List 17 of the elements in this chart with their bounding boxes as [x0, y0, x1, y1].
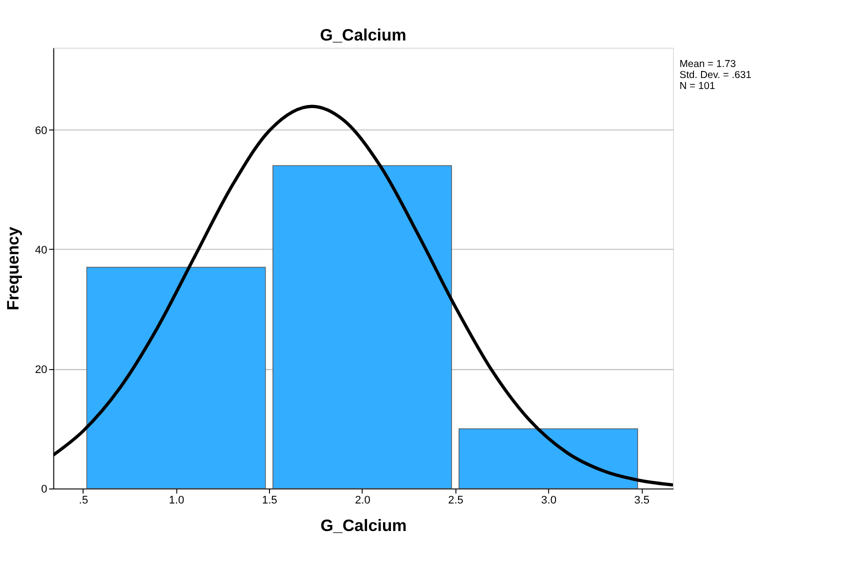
y-tick-label: 40: [35, 244, 48, 256]
x-tick-label: 2.0: [355, 494, 370, 507]
x-tick-label: .5: [78, 494, 88, 507]
text: Std. Dev. = .631: [679, 70, 752, 82]
text: Mean = 1.73: [679, 59, 736, 70]
y-tick-label: 60: [35, 124, 48, 137]
y-tick-label: 20: [35, 364, 48, 376]
x-tick-label: 1.0: [168, 494, 184, 507]
chart-title: G_Calcium: [320, 25, 406, 44]
y-axis-title: Frequency: [4, 226, 23, 310]
x-tick-label: 3.0: [541, 494, 556, 507]
x-tick-label: 3.5: [634, 494, 650, 507]
x-axis-title: G_Calcium: [320, 516, 407, 536]
y-tick-label: 0: [41, 484, 48, 496]
x-tick-label: 2.5: [448, 494, 464, 507]
x-tick-label: 1.5: [262, 494, 278, 507]
text: N = 101: [679, 81, 716, 92]
